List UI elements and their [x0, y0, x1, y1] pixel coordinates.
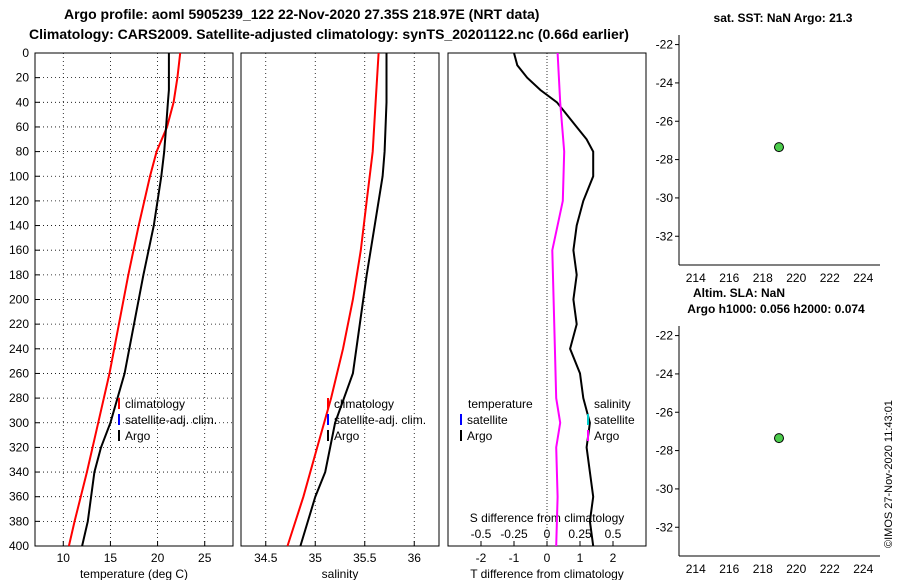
x-tick-label: 34.5 — [254, 551, 278, 565]
y-tick-label: 100 — [9, 169, 29, 183]
x-tick-label: 224 — [853, 271, 873, 285]
y-tick-label: -28 — [656, 444, 674, 458]
x-tick-label: 222 — [820, 271, 840, 285]
figure-title-line1: Argo profile: aoml 5905239_122 22-Nov-20… — [64, 6, 540, 22]
y-tick-label: -30 — [656, 482, 674, 496]
y-tick-label: 400 — [9, 539, 29, 553]
map-title: Altim. SLA: NaN — [693, 286, 785, 300]
figure-title-line2: Climatology: CARS2009. Satellite-adjuste… — [29, 26, 629, 42]
s-difference-line — [551, 52, 566, 547]
imos-watermark: ©IMOS 27-Nov-2020 11:43:01 — [883, 400, 895, 548]
x-tick-label: 25 — [198, 551, 212, 565]
x-axis-label: T difference from climatology — [470, 567, 624, 580]
s-axis-label: S difference from climatology — [470, 511, 625, 525]
x-tick-label: 220 — [786, 562, 806, 576]
y-tick-label: 380 — [9, 514, 29, 528]
y-tick-label: 120 — [9, 194, 29, 208]
climatology-line — [286, 52, 380, 547]
x-tick-label: 10 — [57, 551, 71, 565]
legend-label: satellite — [467, 413, 508, 427]
y-tick-label: -24 — [656, 76, 674, 90]
y-tick-label: 40 — [16, 95, 30, 109]
y-tick-label: -22 — [656, 38, 674, 52]
y-tick-label: 180 — [9, 268, 29, 282]
s-tick-label: 0 — [544, 527, 551, 541]
map-subtitle: Argo h1000: 0.056 h2000: 0.074 — [687, 302, 865, 316]
x-tick-label: 35 — [309, 551, 323, 565]
y-tick-label: 320 — [9, 440, 29, 454]
y-tick-label: 60 — [16, 120, 30, 134]
x-axis-label: salinity — [322, 567, 359, 580]
y-tick-label: 300 — [9, 416, 29, 430]
legend-label: Argo — [594, 429, 620, 443]
x-tick-label: 214 — [686, 271, 706, 285]
legend-label: climatology — [125, 397, 185, 411]
x-tick-label: 35.5 — [353, 551, 377, 565]
x-tick-label: 218 — [753, 271, 773, 285]
climatology-line — [67, 52, 182, 547]
y-tick-label: 160 — [9, 243, 29, 257]
argo-line — [81, 53, 170, 547]
s-tick-label: 0.25 — [568, 527, 592, 541]
t-difference-line — [513, 52, 595, 547]
legend-label: satellite-adj. clim. — [125, 413, 217, 427]
y-tick-label: -22 — [656, 329, 674, 343]
y-tick-label: -32 — [656, 520, 674, 534]
legend-title-salinity: salinity — [594, 397, 631, 411]
y-tick-label: 220 — [9, 317, 29, 331]
y-tick-label: -26 — [656, 114, 674, 128]
legend-label: Argo — [125, 429, 151, 443]
y-tick-label: -24 — [656, 367, 674, 381]
y-tick-label: 240 — [9, 342, 29, 356]
x-tick-label: 216 — [719, 562, 739, 576]
y-tick-label: 140 — [9, 219, 29, 233]
x-tick-label: 214 — [686, 562, 706, 576]
legend-label: Argo — [334, 429, 360, 443]
y-tick-label: 200 — [9, 293, 29, 307]
x-tick-label: 222 — [820, 562, 840, 576]
x-tick-label: 36 — [408, 551, 422, 565]
y-tick-label: -28 — [656, 153, 674, 167]
s-tick-label: -0.25 — [500, 527, 528, 541]
s-tick-label: 0.5 — [605, 527, 622, 541]
map-title: sat. SST: NaN Argo: 21.3 — [714, 11, 853, 25]
x-tick-label: 20 — [151, 551, 165, 565]
y-tick-label: -26 — [656, 405, 674, 419]
y-tick-label: -30 — [656, 191, 674, 205]
x-tick-label: 1 — [577, 551, 584, 565]
x-tick-label: -2 — [476, 551, 487, 565]
x-tick-label: 224 — [853, 562, 873, 576]
y-tick-label: 260 — [9, 366, 29, 380]
y-tick-label: 340 — [9, 465, 29, 479]
argo-location-marker — [773, 142, 784, 153]
y-tick-label: 280 — [9, 391, 29, 405]
argo-location-marker — [773, 433, 784, 444]
y-tick-label: 0 — [22, 46, 29, 60]
x-axis-label: temperature (deg C) — [80, 567, 188, 580]
x-tick-label: 220 — [786, 271, 806, 285]
plot-frame — [240, 52, 440, 547]
s-tick-label: -0.5 — [471, 527, 492, 541]
argo-line — [299, 53, 388, 547]
x-tick-label: 216 — [719, 271, 739, 285]
x-tick-label: -1 — [509, 551, 520, 565]
legend-label: satellite — [594, 413, 635, 427]
y-tick-label: -32 — [656, 229, 674, 243]
legend-label: satellite-adj. clim. — [334, 413, 426, 427]
legend-label: Argo — [467, 429, 493, 443]
y-tick-label: 20 — [16, 71, 30, 85]
legend-label: climatology — [334, 397, 394, 411]
y-tick-label: 360 — [9, 490, 29, 504]
x-tick-label: 218 — [753, 562, 773, 576]
legend-title-temperature: temperature — [468, 397, 533, 411]
x-tick-label: 15 — [104, 551, 118, 565]
y-tick-label: 80 — [16, 145, 30, 159]
x-tick-label: 2 — [610, 551, 617, 565]
x-tick-label: 0 — [544, 551, 551, 565]
